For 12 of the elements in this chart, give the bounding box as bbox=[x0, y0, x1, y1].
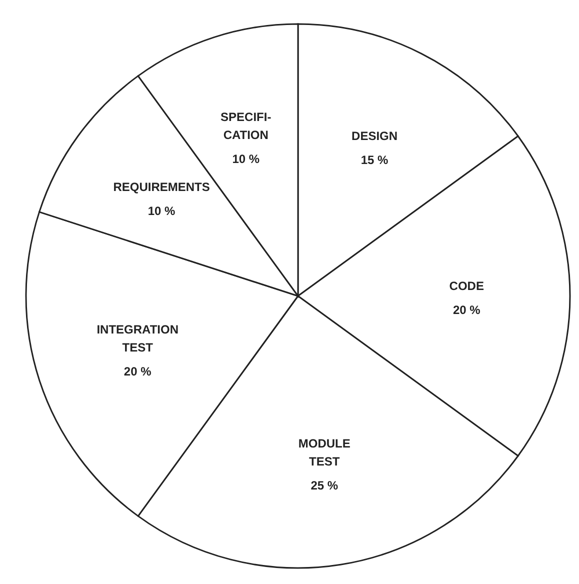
data-label: 25 % bbox=[310, 478, 338, 493]
data-label: 10 % bbox=[148, 204, 176, 218]
data-label: 20 % bbox=[452, 303, 481, 318]
slice-label: SPECIFI- CATION bbox=[220, 110, 272, 142]
data-label: 10 % bbox=[232, 152, 260, 166]
slice-label: MODULE TEST bbox=[298, 436, 350, 469]
data-label: 20 % bbox=[124, 364, 152, 378]
slice-label: CODE bbox=[449, 279, 484, 294]
slice-label: REQUIREMENTS bbox=[113, 180, 210, 194]
data-label: 15 % bbox=[360, 152, 389, 167]
slice-label: INTEGRATION TEST bbox=[96, 322, 179, 354]
slice-label: DESIGN bbox=[352, 128, 398, 143]
